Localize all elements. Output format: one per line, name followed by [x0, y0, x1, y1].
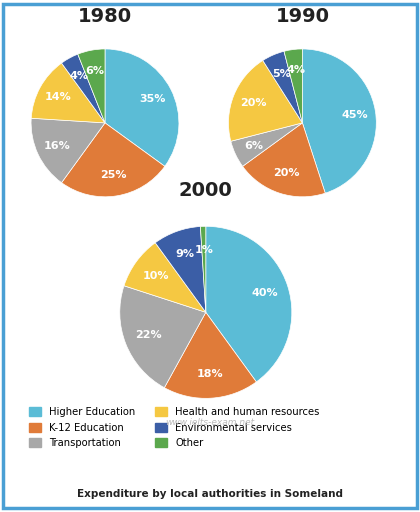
Title: 2000: 2000 — [179, 181, 233, 201]
Wedge shape — [62, 123, 165, 197]
Text: 35%: 35% — [139, 94, 165, 104]
Wedge shape — [263, 51, 302, 123]
Text: 20%: 20% — [273, 168, 299, 179]
Text: 14%: 14% — [45, 92, 72, 102]
Text: 20%: 20% — [240, 98, 266, 108]
Text: www.ielts-exam.net: www.ielts-exam.net — [165, 418, 255, 427]
Wedge shape — [105, 49, 179, 166]
Wedge shape — [124, 243, 206, 312]
Text: 10%: 10% — [142, 271, 169, 281]
Wedge shape — [155, 226, 206, 312]
Wedge shape — [243, 123, 325, 197]
Text: 16%: 16% — [43, 140, 70, 151]
Text: 4%: 4% — [286, 65, 305, 75]
Text: 22%: 22% — [135, 330, 162, 340]
Wedge shape — [231, 123, 302, 166]
Wedge shape — [78, 49, 105, 123]
Text: 45%: 45% — [341, 110, 368, 120]
Wedge shape — [120, 286, 206, 388]
Wedge shape — [62, 54, 105, 123]
Text: 1%: 1% — [194, 245, 213, 255]
Text: 6%: 6% — [245, 140, 264, 151]
Wedge shape — [228, 60, 302, 141]
Wedge shape — [31, 118, 105, 183]
Text: 9%: 9% — [175, 249, 194, 259]
Wedge shape — [302, 49, 376, 193]
Title: 1980: 1980 — [78, 7, 132, 26]
Text: 40%: 40% — [252, 288, 278, 298]
Text: Expenditure by local authorities in Someland: Expenditure by local authorities in Some… — [77, 489, 343, 499]
Wedge shape — [164, 312, 256, 398]
Text: 5%: 5% — [272, 69, 291, 79]
Wedge shape — [206, 226, 292, 382]
Wedge shape — [200, 226, 206, 312]
Title: 1990: 1990 — [276, 7, 329, 26]
Wedge shape — [284, 49, 302, 123]
Legend: Higher Education, K-12 Education, Transportation, Health and human resources, En: Higher Education, K-12 Education, Transp… — [26, 404, 323, 452]
Text: 25%: 25% — [100, 170, 126, 180]
Wedge shape — [31, 63, 105, 123]
Text: 18%: 18% — [197, 369, 223, 379]
Text: 4%: 4% — [70, 71, 89, 81]
Text: 6%: 6% — [86, 66, 105, 76]
